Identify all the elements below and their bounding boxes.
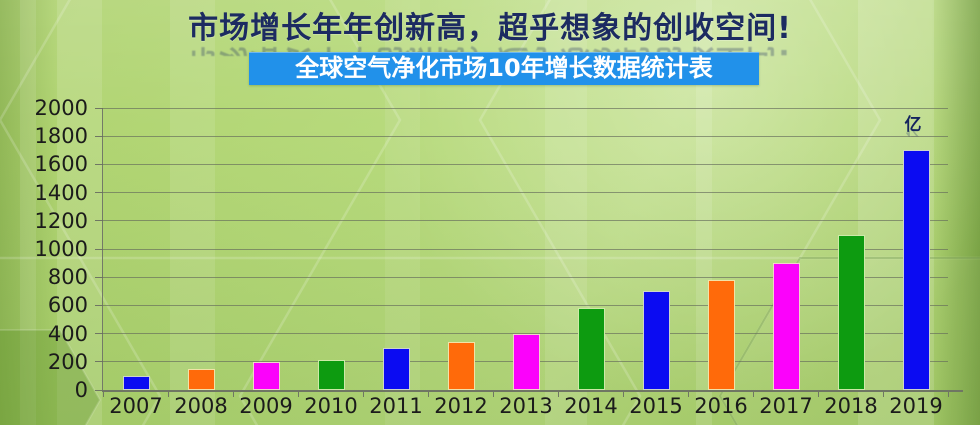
y-axis-label: 1800	[34, 124, 88, 149]
bar-2019	[902, 150, 930, 390]
y-axis-line	[102, 108, 103, 391]
y-axis-tick	[95, 361, 102, 363]
x-axis-label: 2018	[824, 394, 878, 418]
y-axis-label: 2000	[34, 96, 88, 120]
y-axis-tick	[95, 276, 102, 278]
x-axis-tick	[558, 391, 559, 397]
y-axis-label: 600	[47, 293, 88, 318]
x-axis-label: 2012	[434, 394, 488, 418]
x-axis-label: 2011	[369, 394, 423, 418]
y-axis-label: 1400	[34, 180, 88, 205]
bar-2013	[512, 334, 540, 390]
bar-2009	[252, 362, 280, 390]
y-axis-label: 800	[47, 265, 88, 290]
y-axis-label: 1600	[34, 152, 88, 177]
page-title: 市场增长年年创新高，超乎想象的创收空间!	[188, 11, 792, 46]
bar-2012	[447, 342, 475, 390]
bar-2015	[642, 291, 670, 390]
x-axis-tick	[818, 391, 819, 397]
y-axis-label: 1000	[34, 237, 88, 261]
gridline-1600	[102, 163, 948, 165]
gridline-1200	[102, 220, 948, 222]
bar-2008	[187, 369, 215, 390]
x-axis-label: 2010	[304, 394, 358, 418]
x-axis-tick	[623, 391, 624, 397]
y-axis-label: 1200	[34, 208, 88, 233]
chart-subtitle-banner: 全球空气净化市场10年增长数据统计表	[249, 52, 759, 85]
bar-2018	[837, 235, 865, 390]
y-axis-label: 400	[47, 321, 88, 346]
y-axis-tick	[95, 248, 102, 250]
y-axis-tick	[95, 389, 102, 391]
bar-2014	[577, 308, 605, 390]
y-axis-tick	[95, 220, 102, 222]
x-axis-tick	[233, 391, 234, 397]
x-axis-tick	[103, 391, 104, 397]
x-axis-label: 2009	[239, 394, 293, 418]
x-axis-tick	[753, 391, 754, 397]
x-axis-label: 2015	[629, 394, 683, 418]
y-axis-label: 0	[74, 378, 88, 402]
x-axis-tick	[883, 391, 884, 397]
bar-2010	[317, 360, 345, 390]
x-axis-tick	[298, 391, 299, 397]
gridline-800	[102, 276, 948, 278]
x-axis-label: 2014	[564, 394, 618, 418]
y-axis-tick	[95, 304, 102, 306]
gridline-1000	[102, 248, 948, 250]
gridline-1400	[102, 192, 948, 194]
x-axis-label: 2016	[694, 394, 748, 418]
x-axis-label: 2013	[499, 394, 553, 418]
gridline-1800	[102, 135, 948, 137]
y-axis-tick	[95, 163, 102, 165]
bar-2016	[707, 280, 735, 390]
x-axis-tick	[948, 391, 949, 397]
y-axis-tick	[95, 135, 102, 137]
x-axis-tick	[363, 391, 364, 397]
x-axis-tick	[688, 391, 689, 397]
x-axis-tick	[493, 391, 494, 397]
y-axis-tick	[95, 192, 102, 194]
gridline-2000	[102, 107, 948, 109]
x-axis-label: 2008	[174, 394, 228, 418]
x-axis-tick	[168, 391, 169, 397]
y-axis-tick	[95, 333, 102, 335]
bar-2007	[122, 376, 150, 390]
x-axis-line	[102, 390, 963, 392]
x-axis-tick	[428, 391, 429, 397]
bar-2017	[772, 263, 800, 390]
gridline-600	[102, 304, 948, 306]
unit-label: 亿	[904, 115, 922, 135]
x-axis-label: 2019	[889, 394, 943, 418]
y-axis-tick	[95, 107, 102, 109]
bar-2011	[382, 348, 410, 390]
y-axis-label: 200	[47, 349, 88, 374]
gridline-400	[102, 333, 948, 335]
x-axis-label: 2007	[109, 394, 163, 418]
x-axis-label: 2017	[759, 394, 813, 418]
